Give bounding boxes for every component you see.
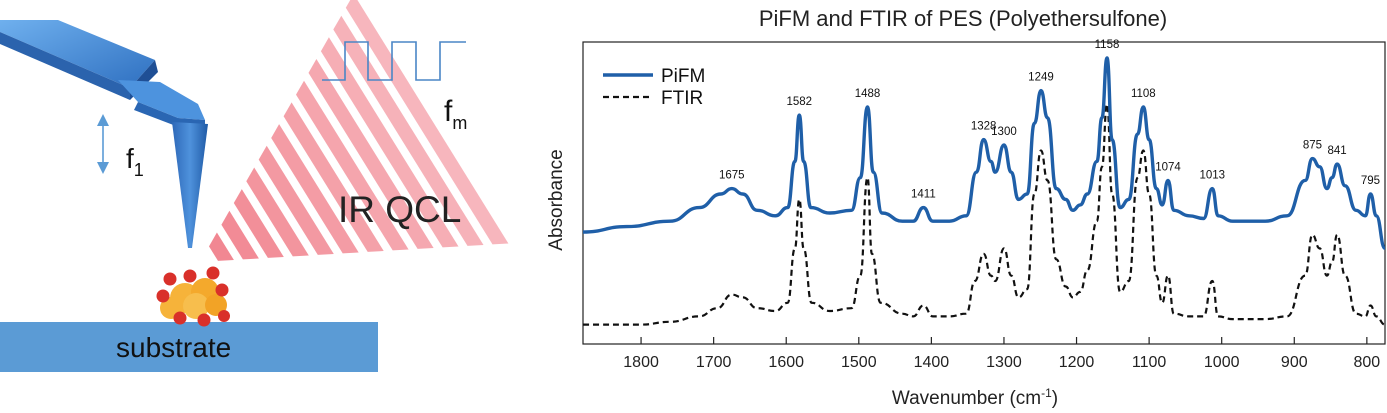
ir-beam: [209, 0, 509, 261]
beam-stripe: [246, 167, 309, 257]
peak-label: 1108: [1131, 88, 1156, 100]
beam-stripe: [308, 59, 434, 249]
beam-stripe: [345, 0, 509, 245]
peak-label: 1300: [991, 126, 1017, 138]
substrate: [0, 322, 378, 372]
afm-tip: [172, 122, 208, 248]
label-ir-qcl: IR QCL: [338, 189, 461, 230]
x-tick-label: 1200: [1059, 354, 1095, 371]
modulation-square-wave: [322, 41, 466, 81]
peak-label: 1582: [786, 96, 812, 108]
chart-title: PiFM and FTIR of PES (Polyethersulfone): [759, 6, 1167, 31]
peak-label: 1411: [911, 189, 936, 201]
x-tick-label: 1000: [1204, 354, 1240, 371]
label-fm: fm: [444, 95, 467, 133]
legend-label-pifm: PiFM: [661, 66, 705, 87]
label-substrate: substrate: [116, 332, 231, 363]
label-f1: f1: [126, 143, 144, 180]
beam-stripe: [296, 80, 409, 251]
peak-label: 1675: [719, 170, 745, 182]
peak-label: 1074: [1155, 161, 1181, 173]
x-tick-label: 1500: [841, 354, 877, 371]
double-arrow-icon: [97, 114, 109, 174]
beam-stripe: [221, 210, 259, 260]
x-tick-label: 1300: [986, 354, 1022, 371]
spectrum-chart: PiFM and FTIR of PES (Polyethersulfone) …: [546, 6, 1387, 409]
peak-label: 841: [1328, 145, 1347, 157]
x-tick-label: 1600: [768, 354, 804, 371]
series-line-ftir: [583, 103, 1386, 326]
x-tick-label: 1700: [696, 354, 732, 371]
legend-label-ftir: FTIR: [661, 88, 703, 109]
beam-stripe: [233, 189, 284, 258]
beam-stripe: [283, 102, 384, 252]
x-axis-ticks: 1800 1700 1600 1500 1400 1300 1200 1100 1000 900 8…: [623, 337, 1380, 371]
x-axis-label: Wavenumber (cm-1): [892, 386, 1058, 409]
x-tick-label: 1800: [623, 354, 659, 371]
cantilever: [0, 20, 208, 248]
peak-label: 875: [1303, 140, 1322, 152]
peak-label: 795: [1361, 175, 1380, 187]
beam-stripe: [209, 232, 234, 261]
x-tick-label: 900: [1281, 354, 1308, 371]
pifm-diagram: f1 fm IR QCL substrate: [0, 0, 509, 372]
series-layer: [582, 56, 1387, 326]
plot-frame: [582, 41, 1386, 345]
x-tick-label: 1400: [914, 354, 950, 371]
molecule-cluster: [156, 266, 230, 327]
beam-stripe: [333, 15, 484, 246]
y-axis-label: Absorbance: [546, 149, 567, 250]
peak-label: 1158: [1095, 39, 1120, 51]
beam-stripe: [320, 37, 459, 248]
peak-label: 1249: [1028, 72, 1054, 84]
beam-stripe: [258, 145, 334, 255]
beam-stripe: [271, 124, 359, 254]
x-tick-label: 1100: [1132, 354, 1167, 371]
peak-label: 1488: [855, 88, 881, 100]
x-tick-label: 800: [1354, 354, 1381, 371]
legend: PiFM FTIR: [603, 66, 705, 109]
peak-label: 1013: [1199, 170, 1225, 182]
series-line-pifm: [582, 56, 1387, 251]
peak-label: 1328: [971, 121, 997, 133]
